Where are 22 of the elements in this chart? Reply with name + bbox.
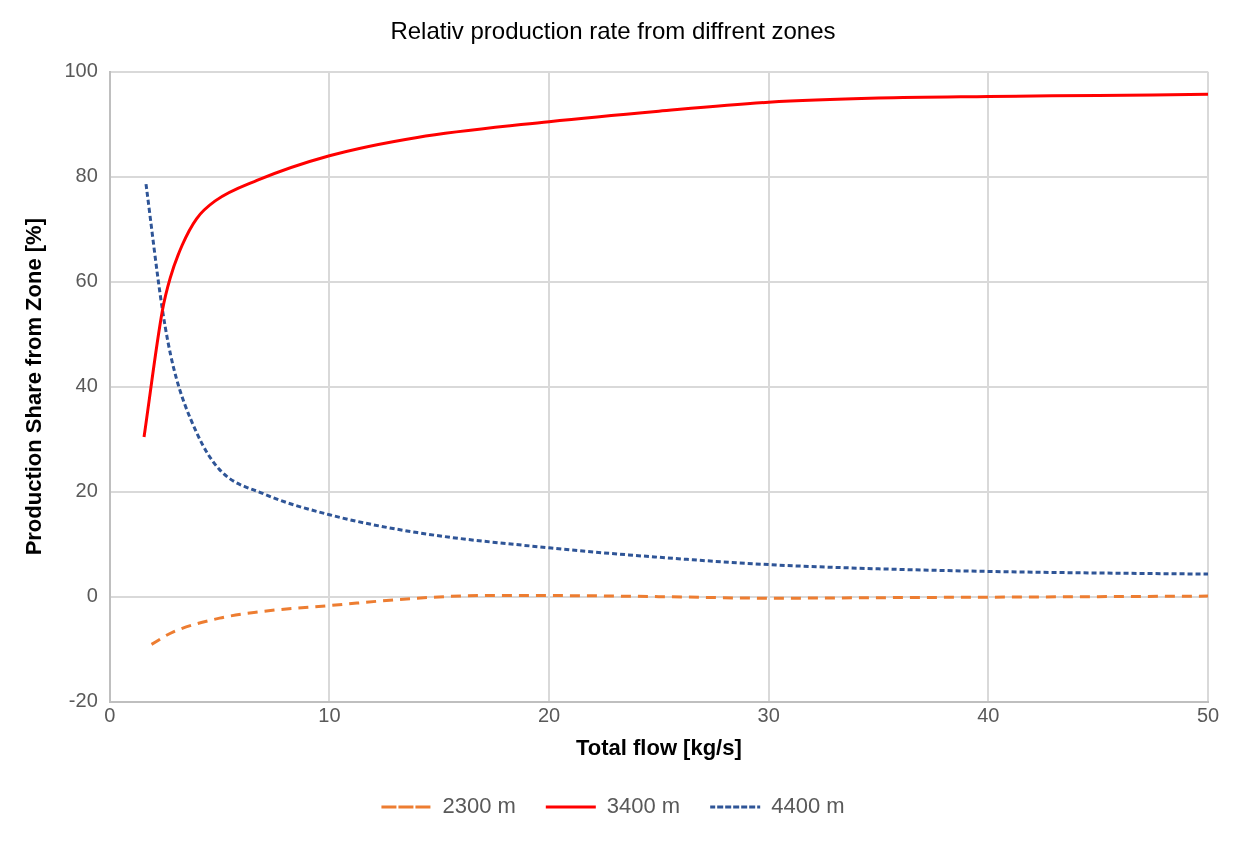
y-tick-label: -20 [68,689,98,712]
line-series [142,92,1208,439]
x-tick-label: 10 [318,704,341,727]
y-tick-label: 60 [75,269,98,292]
x-tick-label: 20 [537,704,561,727]
y-tick-label: 80 [75,164,98,187]
y-tick-label: 0 [86,584,98,607]
legend-label: 2300 m [442,793,516,819]
chart-title: Relativ production rate from diffrent zones [390,17,836,45]
line-series [144,182,1208,576]
x-tick-label: 30 [757,704,780,727]
x-tick-label: 40 [977,704,1000,727]
y-axis-title: Production Share from Zone [%] [21,218,47,556]
y-tick-label: 100 [64,59,98,82]
x-axis-title: Total flow [kg/s] [575,734,742,760]
y-tick-label: 20 [75,479,98,502]
x-tick-label: 0 [104,704,116,727]
legend-label: 3400 m [606,793,681,819]
x-tick-label: 50 [1196,704,1220,727]
y-tick-label: 40 [75,374,98,397]
legend-label: 4400 m [771,793,845,819]
line-series [150,594,1208,646]
